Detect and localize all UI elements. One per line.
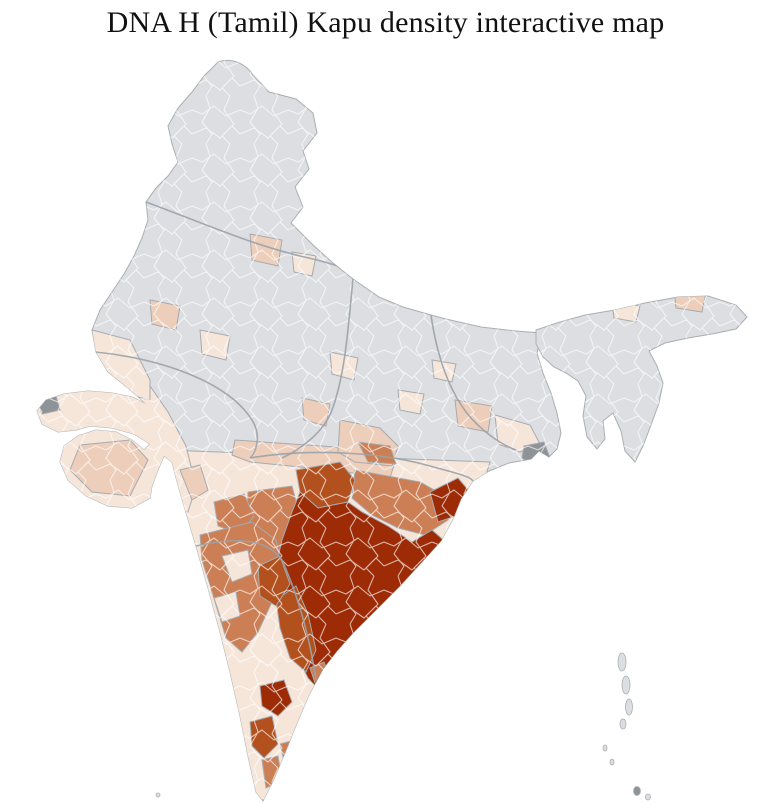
- island-nicobar-b[interactable]: [609, 758, 615, 766]
- district-borders-mesh: [37, 60, 747, 801]
- island-nicobar-a[interactable]: [602, 744, 608, 752]
- state-boundary: [430, 314, 517, 451]
- state-boundary: [281, 278, 354, 459]
- island-nicobar-c[interactable]: [645, 793, 651, 801]
- island-andaman-south[interactable]: [625, 698, 633, 716]
- island-andaman-middle[interactable]: [621, 675, 631, 695]
- state-boundary: [281, 559, 317, 681]
- state-boundary: [249, 451, 474, 482]
- state-boundary: [195, 540, 283, 561]
- island-great-nicobar[interactable]: [633, 786, 641, 796]
- islands-layer: [155, 652, 651, 801]
- island-lakshadweep[interactable]: [155, 792, 161, 798]
- page-title: DNA H (Tamil) Kapu density interactive m…: [106, 6, 665, 39]
- island-little-andaman[interactable]: [619, 718, 627, 730]
- island-andaman-north[interactable]: [617, 652, 627, 672]
- state-boundary: [95, 351, 259, 459]
- district-borders-layer: [37, 60, 747, 801]
